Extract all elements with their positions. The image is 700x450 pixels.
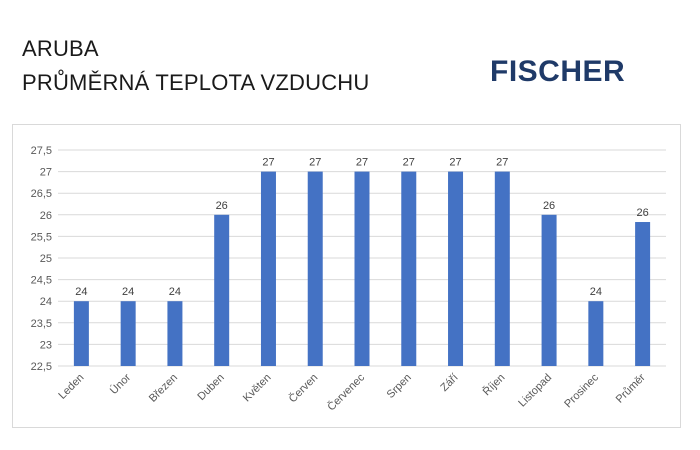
- y-tick-label: 25,5: [31, 231, 52, 243]
- bar-červenec: [354, 171, 370, 366]
- data-label: 27: [309, 157, 321, 169]
- category-label: Duben: [195, 372, 226, 403]
- data-label: 27: [262, 157, 274, 169]
- category-label: Průměr: [614, 371, 648, 405]
- category-label: Květen: [241, 372, 274, 405]
- y-tick-label: 23,5: [31, 318, 52, 330]
- data-label: 27: [496, 157, 508, 169]
- y-tick-label: 25: [40, 253, 52, 265]
- category-label: Březen: [147, 372, 180, 405]
- category-label: Leden: [56, 372, 86, 402]
- data-label: 27: [403, 157, 415, 169]
- data-label: 24: [75, 286, 87, 298]
- bar-listopad: [541, 214, 557, 366]
- bar-únor: [120, 301, 136, 366]
- y-tick-label: 24,5: [31, 275, 52, 287]
- category-label: Listopad: [516, 372, 554, 410]
- data-label: 24: [590, 286, 602, 298]
- y-tick-label: 26: [40, 210, 52, 222]
- bar-říjen: [494, 171, 510, 366]
- data-label: 26: [216, 200, 228, 212]
- category-label: Prosinec: [562, 371, 601, 410]
- chart-frame: [12, 124, 681, 428]
- data-labels: 24 24 24 26 27 27 27 27 27 27 26 24 26: [75, 157, 648, 299]
- y-tick-label: 22,5: [31, 361, 52, 373]
- data-label: 26: [543, 200, 555, 212]
- bar-duben: [214, 214, 230, 366]
- y-tick-label: 24: [40, 296, 52, 308]
- bar-prosinec: [588, 301, 604, 366]
- bars: [73, 171, 651, 366]
- category-label: Červen: [286, 371, 320, 405]
- y-tick-label: 27: [40, 167, 52, 179]
- bar-srpen: [401, 171, 417, 366]
- category-label: Srpen: [385, 372, 414, 401]
- data-label: 24: [169, 286, 181, 298]
- bar-květen: [260, 171, 276, 366]
- data-label: 24: [122, 286, 134, 298]
- y-axis-ticks: 22,5 23 23,5 24 24,5 25 25,5 26 26,5 27 27,5: [31, 145, 52, 373]
- category-label: Červenec: [325, 371, 368, 414]
- data-label: 27: [356, 157, 368, 169]
- y-tick-label: 26,5: [31, 188, 52, 200]
- data-label: 26: [636, 207, 648, 219]
- category-label: Únor: [107, 371, 133, 397]
- category-labels: Leden Únor Březen Duben Květen Červen Červenec…: [56, 371, 648, 414]
- y-tick-label: 23: [40, 339, 52, 351]
- data-label: 27: [449, 157, 461, 169]
- category-label: Říjen: [480, 371, 507, 398]
- bar-březen: [167, 301, 183, 366]
- y-tick-label: 27,5: [31, 145, 52, 157]
- title-line-2: PRŮMĚRNÁ TEPLOTA VZDUCHU: [22, 70, 370, 95]
- bar-leden: [73, 301, 89, 366]
- bar-září: [448, 171, 464, 366]
- category-label: Září: [438, 372, 460, 394]
- bar-červen: [307, 171, 323, 366]
- fischer-logo: FISCHER: [490, 55, 626, 88]
- bar-průměr: [635, 222, 651, 366]
- title-line-1: ARUBA: [22, 36, 99, 61]
